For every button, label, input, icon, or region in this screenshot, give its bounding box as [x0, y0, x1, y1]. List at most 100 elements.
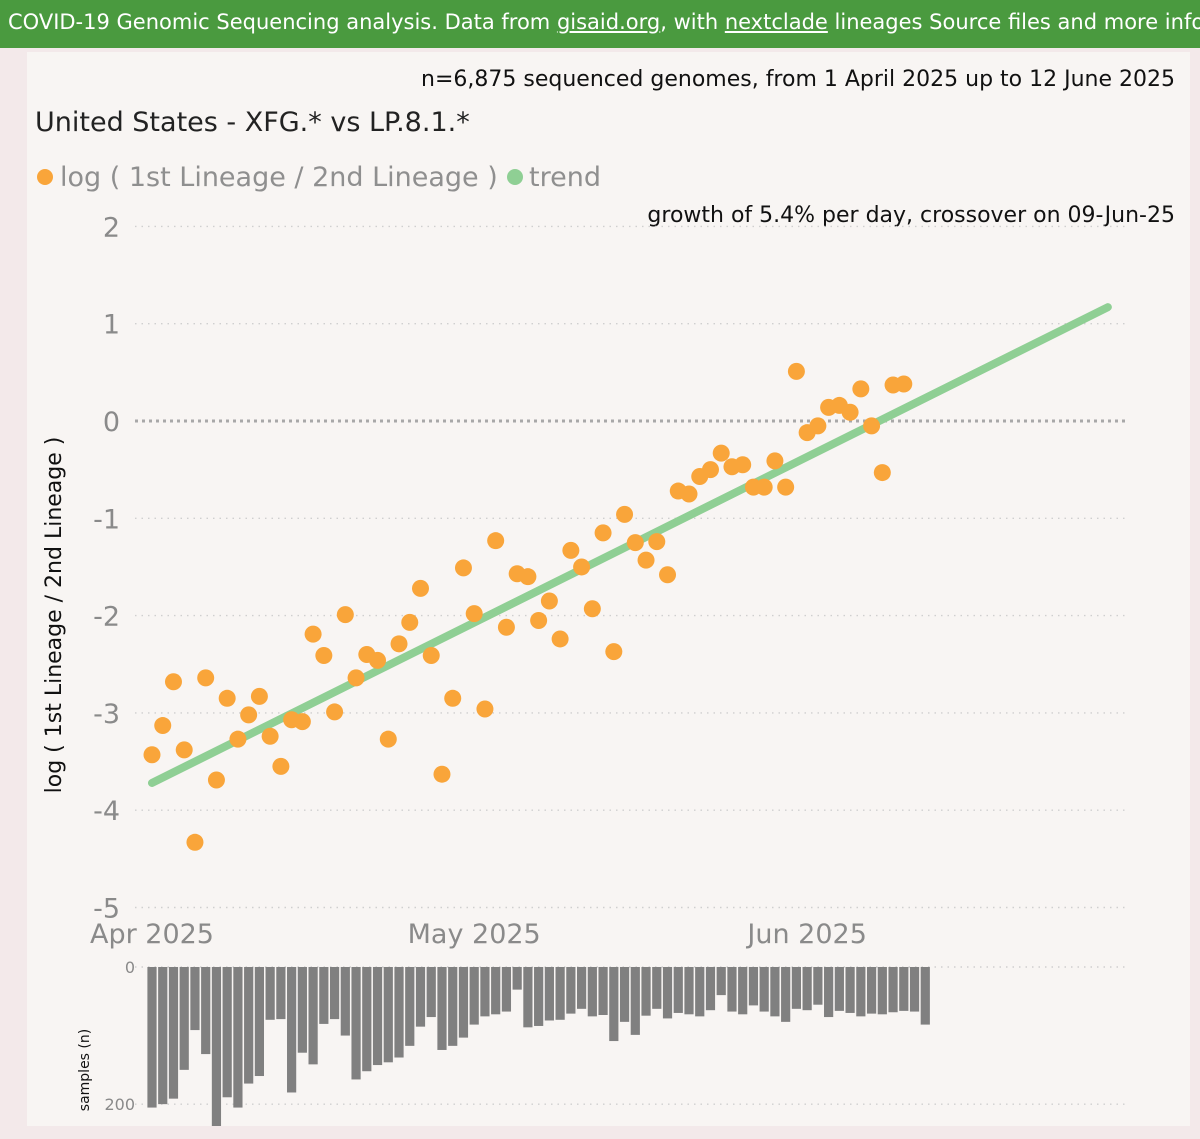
- banner-text-prefix: COVID-19 Genomic Sequencing analysis. Da…: [8, 10, 557, 34]
- chart-svg: n=6,875 sequenced genomes, from 1 April …: [35, 67, 1175, 1126]
- data-point: [326, 703, 344, 721]
- sample-bar: [244, 967, 254, 1084]
- legend-points-marker: [37, 169, 53, 185]
- data-point: [401, 613, 419, 631]
- legend-points-label: log ( 1st Lineage / 2nd Lineage ): [60, 162, 498, 193]
- x-tick-label: Apr 2025: [90, 919, 214, 950]
- data-point: [497, 618, 515, 636]
- x-tick-label: May 2025: [408, 919, 541, 950]
- nextclade-link[interactable]: nextclade: [724, 10, 828, 34]
- data-point: [530, 611, 548, 629]
- legend-trend-label: trend: [529, 162, 601, 193]
- sample-bar: [469, 967, 479, 1025]
- data-point: [616, 505, 634, 523]
- chart-title: United States - XFG.* vs LP.8.1.*: [35, 107, 470, 138]
- data-point: [412, 579, 429, 597]
- y-tick-label: -2: [93, 602, 120, 633]
- data-point: [648, 533, 666, 551]
- sample-bar: [394, 967, 404, 1058]
- data-point: [487, 532, 505, 550]
- data-point: [186, 833, 204, 851]
- data-point: [143, 746, 161, 764]
- data-point: [787, 362, 805, 380]
- growth-annotation: growth of 5.4% per day, crossover on 09-…: [647, 203, 1175, 228]
- sample-bar: [641, 967, 651, 1016]
- sample-bar: [619, 967, 630, 1022]
- data-point: [551, 630, 569, 648]
- sample-bar: [168, 967, 179, 1099]
- sample-bar: [727, 967, 737, 1012]
- data-point: [422, 646, 440, 664]
- sample-bar: [512, 967, 522, 990]
- data-point: [164, 673, 182, 691]
- y-tick-label: -3: [93, 699, 120, 730]
- sample-bar: [233, 967, 243, 1108]
- bar-y-tick-labels: 0 200: [104, 958, 135, 1114]
- sample-bar: [190, 967, 200, 1031]
- chart-panel: n=6,875 sequenced genomes, from 1 April …: [27, 52, 1190, 1126]
- sample-bar: [340, 967, 350, 1036]
- bars-layer: [147, 967, 930, 1126]
- sample-bar: [201, 967, 211, 1055]
- sample-bar: [705, 967, 716, 1011]
- y-axis-label: log ( 1st Lineage / 2nd Lineage ): [42, 437, 67, 794]
- points-layer: [143, 362, 913, 851]
- data-point: [809, 417, 827, 435]
- grid-lines: [135, 225, 1127, 909]
- sample-bar: [158, 967, 168, 1105]
- sample-bar: [587, 967, 597, 1017]
- data-point: [347, 669, 365, 687]
- sample-bar: [448, 967, 458, 1046]
- data-point: [873, 464, 891, 482]
- sample-bar: [544, 967, 554, 1021]
- sample-bar: [652, 967, 662, 1009]
- sample-bar: [834, 967, 844, 1011]
- data-point: [476, 700, 494, 718]
- sample-bar: [480, 967, 490, 1017]
- banner-text-mid2: lineages Source files and more info on: [834, 10, 1200, 34]
- gisaid-link[interactable]: gisaid.org: [556, 10, 661, 34]
- y-tick-labels: 2 1 0 -1 -2 -3 -4 -5: [93, 212, 120, 924]
- sample-bar: [695, 967, 705, 1017]
- sample-bar: [888, 967, 898, 1013]
- data-point: [895, 375, 913, 393]
- data-point: [293, 713, 311, 731]
- sample-bar: [491, 967, 501, 1015]
- sample-bar: [781, 967, 791, 1022]
- data-point: [583, 600, 601, 618]
- sample-bar: [791, 967, 801, 1009]
- data-point: [863, 417, 881, 435]
- sample-bar: [598, 967, 608, 1015]
- sample-bar: [534, 967, 544, 1026]
- bar-grid-lines: [135, 966, 1127, 1105]
- sample-bar: [845, 967, 855, 1013]
- sample-bar: [609, 967, 619, 1042]
- sample-bar: [866, 967, 877, 1014]
- data-point: [315, 646, 333, 664]
- data-point: [433, 765, 451, 783]
- sample-bar: [254, 967, 264, 1077]
- sample-bar: [458, 967, 469, 1038]
- data-point: [304, 625, 322, 643]
- sample-bar: [147, 967, 157, 1108]
- sample-bar: [738, 967, 748, 1015]
- sample-bar: [662, 967, 673, 1019]
- sample-bar: [351, 967, 361, 1080]
- sample-bar: [920, 967, 930, 1025]
- legend-trend-marker: [507, 169, 523, 185]
- sample-bar: [716, 967, 726, 996]
- sample-bar: [211, 967, 222, 1126]
- data-point: [562, 541, 580, 559]
- sample-bar: [415, 967, 426, 1027]
- data-point: [659, 566, 677, 584]
- sample-bar: [383, 967, 393, 1063]
- bar-y-tick-label: 0: [125, 958, 135, 977]
- x-tick-labels: Apr 2025 May 2025 Jun 2025: [90, 919, 867, 950]
- sample-bar: [179, 967, 189, 1070]
- sample-bar: [748, 967, 759, 1006]
- data-point: [841, 403, 859, 421]
- x-tick-label: Jun 2025: [745, 919, 866, 950]
- sample-bar: [276, 967, 286, 1020]
- data-point: [229, 730, 247, 748]
- data-point: [465, 605, 483, 623]
